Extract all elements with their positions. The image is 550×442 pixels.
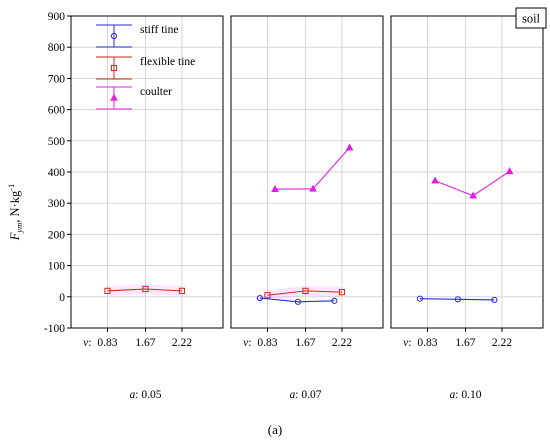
- data-point: [309, 184, 317, 192]
- data-point: [104, 287, 111, 294]
- data-point: [469, 191, 477, 199]
- data-point: [338, 289, 346, 296]
- y-tick-label: 900: [48, 11, 66, 23]
- data-point: [345, 143, 354, 151]
- x-tick-label: 1.67: [135, 337, 155, 349]
- series-line: [107, 288, 182, 292]
- panel-a-label: a: 0.05: [130, 389, 162, 401]
- legend-label: flexible tine: [140, 56, 195, 68]
- y-tick-label: 700: [48, 73, 66, 85]
- y-tick-label: 200: [48, 229, 66, 241]
- panel-frame: [390, 15, 544, 329]
- y-tick-label: 500: [48, 136, 66, 148]
- y-label-exp: -1: [6, 184, 16, 191]
- legend: stiff tine flexible tine coulter: [96, 24, 195, 110]
- data-point: [256, 294, 263, 302]
- data-point: [302, 287, 309, 294]
- data-point: [505, 167, 514, 175]
- data-point: [294, 298, 301, 305]
- y-tick-label: 600: [48, 105, 66, 117]
- panel-3: 0.83 1.67 2.22 v: a: 0.10: [390, 15, 544, 401]
- legend-marker: [110, 64, 118, 72]
- data-point: [142, 285, 149, 293]
- series-line: [259, 297, 335, 303]
- data-point: [271, 184, 279, 192]
- series-line: [267, 290, 342, 296]
- x-tick-label: 0.83: [417, 337, 437, 349]
- y-tick-label: -100: [44, 323, 65, 335]
- y-label-sub: ym: [14, 223, 24, 234]
- y-tick-label: 400: [48, 167, 66, 179]
- legend-entry: flexible tine: [96, 56, 195, 80]
- legend-label: stiff tine: [140, 24, 178, 36]
- panels-group: -100 0 100 200 300 400 500 600 700 800 900 0.83 1.67…: [44, 11, 544, 401]
- panel-2: 0.83 1.67 2.22 v: a: 0.07: [230, 15, 384, 401]
- legend-label: coulter: [140, 86, 172, 98]
- data-point: [454, 296, 461, 303]
- legend-marker: [110, 32, 118, 40]
- panel-a-label: a: 0.10: [450, 389, 482, 401]
- series-line: [434, 170, 510, 197]
- x-tick-label: 0.83: [257, 337, 277, 349]
- legend-entry: coulter: [96, 86, 172, 110]
- corner-label: soil: [522, 12, 541, 26]
- y-label-main: F: [8, 232, 22, 241]
- data-point: [264, 292, 271, 299]
- series-line: [275, 147, 350, 190]
- y-label-unit: , N·kg: [8, 190, 22, 223]
- x-var-label: v:: [243, 337, 251, 349]
- corner-label-box: [515, 7, 547, 29]
- y-tick-label: 800: [48, 42, 66, 54]
- y-tick-label: 300: [48, 198, 66, 210]
- legend-marker: [110, 93, 118, 101]
- x-var-label: v:: [403, 337, 411, 349]
- series-line: [419, 298, 495, 301]
- x-tick-label: 2.22: [332, 337, 352, 349]
- x-tick-label: 2.22: [492, 337, 512, 349]
- panel-1: -100 0 100 200 300 400 500 600 700 800 900 0.83 1.67…: [44, 11, 224, 401]
- x-var-label: v:: [83, 337, 91, 349]
- panel-frame: [230, 15, 384, 329]
- data-point: [178, 287, 186, 294]
- data-point: [431, 176, 439, 184]
- x-tick-label: 1.67: [295, 337, 315, 349]
- figure-caption: (a): [268, 422, 282, 437]
- panel-a-label: a: 0.07: [290, 389, 322, 401]
- x-tick-label: 2.22: [172, 337, 192, 349]
- y-tick-label: 100: [48, 261, 66, 273]
- y-tick-label: 0: [59, 292, 65, 304]
- data-point: [491, 296, 498, 304]
- data-point: [416, 295, 423, 302]
- error-band: [107, 284, 182, 296]
- legend-entry: stiff tine: [96, 24, 178, 48]
- y-axis-label: Fym, N·kg-1: [6, 184, 24, 242]
- x-tick-label: 1.67: [455, 337, 475, 349]
- x-tick-label: 0.83: [97, 337, 117, 349]
- data-point: [331, 297, 338, 304]
